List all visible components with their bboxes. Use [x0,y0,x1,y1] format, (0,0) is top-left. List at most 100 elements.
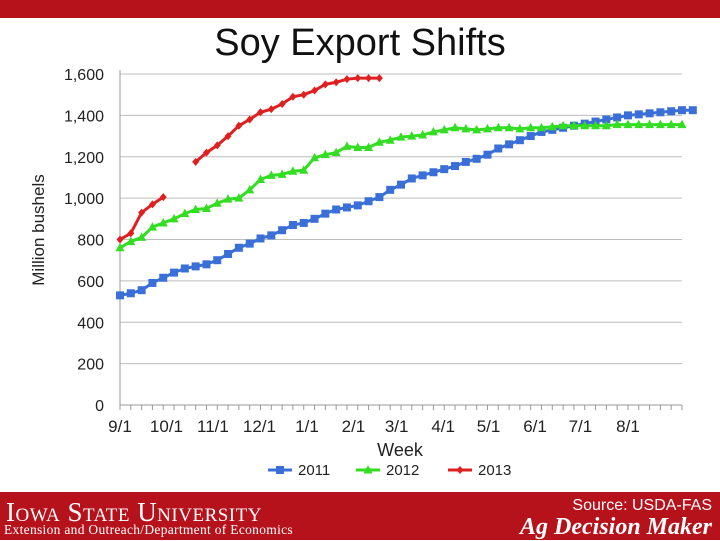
data-point-2012 [407,131,417,140]
top-banner [0,0,720,18]
series-2013 [116,74,383,244]
data-point-2011 [332,205,341,214]
data-point-2012 [288,166,298,175]
data-point-2011 [224,249,233,258]
data-point-2013 [278,99,286,108]
data-point-2013 [224,132,232,141]
university-logo-text: Iowa State University [6,497,262,527]
data-point-2012 [364,142,374,151]
y-tick-label: 1,000 [64,191,104,208]
data-point-2012 [666,119,676,129]
data-point-2011 [342,203,351,212]
data-point-2011 [678,106,686,115]
y-tick-label: 1,200 [64,150,104,167]
data-point-2012 [385,135,395,144]
data-point-2011 [202,260,211,269]
page-title: Soy Export Shifts [214,22,506,64]
data-point-2011 [515,136,524,145]
data-point-2011 [645,109,654,118]
data-point-2012 [537,122,546,132]
y-tick-label: 200 [77,357,104,374]
data-point-2011 [440,165,449,174]
data-point-2012 [299,165,309,174]
data-point-2012 [320,149,330,159]
data-point-2011 [245,239,254,248]
data-point-2012 [655,119,665,129]
data-point-2011 [137,286,146,295]
data-point-2011 [213,256,222,265]
data-point-2013 [375,74,383,83]
data-point-2012 [428,126,438,136]
data-point-2011 [667,107,676,116]
legend-marker-2012 [363,465,373,474]
legend-label-2011: 2011 [298,462,330,479]
y-tick-label: 400 [77,315,104,332]
data-point-2012 [580,120,590,130]
data-point-2012 [558,120,568,130]
data-point-2013 [127,229,135,238]
data-point-2012 [191,204,201,214]
data-point-2011 [418,171,427,180]
data-point-2013 [365,74,373,83]
data-point-2011 [623,111,632,120]
data-point-2011 [353,201,362,210]
x-tick-label: 4/1 [431,417,455,436]
data-point-2011 [397,180,405,189]
x-tick-label: 8/1 [616,417,640,436]
x-axis-label: Week [377,440,424,460]
data-point-2011 [234,243,243,252]
data-point-2011 [407,174,416,183]
data-point-2011 [386,185,395,194]
data-point-2012 [601,120,611,130]
y-tick-label: 1,600 [64,67,104,84]
data-point-2011 [461,157,470,166]
data-point-2012 [450,122,460,132]
series-2012 [115,119,687,252]
data-point-2013 [202,148,210,157]
data-point-2012 [461,123,471,133]
x-tick-label: 5/1 [477,417,501,436]
data-point-2012 [137,232,147,241]
legend-marker-2011 [276,466,284,474]
data-point-2012 [277,169,287,178]
data-point-2012 [115,242,125,252]
data-point-2013 [148,200,156,209]
data-point-2011 [602,115,611,124]
data-point-2012 [158,217,168,227]
data-point-2012 [396,132,406,141]
data-point-2013 [246,115,254,124]
data-point-2011 [321,209,330,218]
data-point-2012 [266,170,276,179]
footer-bar [0,492,720,540]
data-point-2012 [169,213,179,223]
data-point-2012 [612,119,622,129]
data-point-2011 [288,221,297,230]
data-point-2011 [256,234,265,243]
data-point-2012 [515,123,525,133]
data-point-2012 [310,152,320,162]
data-point-2012 [245,184,255,194]
data-point-2012 [472,124,482,134]
data-point-2012 [439,124,449,134]
data-point-2011 [656,108,665,117]
data-point-2012 [256,174,265,184]
data-point-2012 [180,208,190,218]
data-point-2012 [234,193,244,202]
data-point-2011 [191,262,200,271]
data-point-2012 [493,122,503,132]
data-point-2012 [482,123,492,133]
data-point-2011 [526,132,535,141]
data-point-2013 [192,157,200,166]
x-tick-label: 1/1 [295,417,319,436]
data-point-2011 [278,226,287,235]
source-note: Source: USDA-FAS [572,497,712,514]
data-point-2012 [331,147,341,157]
x-tick-label: 2/1 [342,417,366,436]
data-point-2012 [212,198,222,207]
data-point-2012 [147,222,157,231]
data-point-2012 [634,119,644,129]
data-point-2013 [311,86,319,95]
data-point-2012 [569,120,579,130]
data-point-2011 [170,268,179,277]
series-2013-line [194,76,380,164]
